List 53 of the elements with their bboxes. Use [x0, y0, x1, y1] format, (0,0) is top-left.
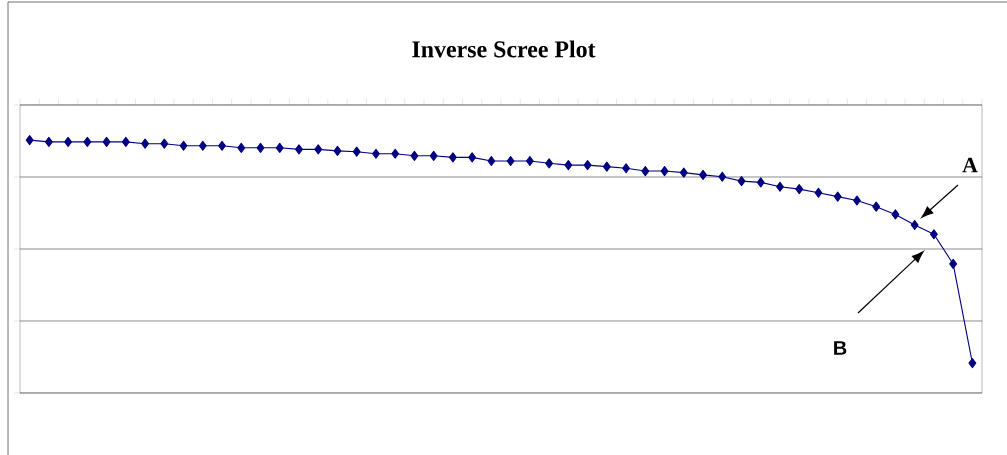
point — [910, 219, 919, 231]
point — [410, 150, 419, 161]
point — [179, 140, 188, 151]
point — [602, 161, 611, 172]
point — [237, 142, 246, 153]
point — [487, 155, 496, 167]
point — [968, 358, 977, 369]
point — [25, 135, 34, 146]
point — [622, 163, 630, 174]
point — [448, 152, 457, 163]
point — [352, 146, 361, 157]
point — [641, 166, 650, 177]
point — [525, 155, 534, 167]
point — [872, 201, 881, 212]
point — [160, 138, 169, 149]
point — [853, 195, 861, 206]
point — [506, 155, 515, 167]
point — [891, 209, 900, 220]
point — [583, 160, 592, 171]
point — [949, 258, 958, 269]
point — [44, 136, 53, 147]
point — [429, 150, 438, 161]
point — [660, 166, 669, 177]
point — [198, 140, 207, 151]
point — [372, 148, 380, 159]
point — [795, 184, 804, 195]
point — [275, 142, 284, 153]
point — [256, 142, 265, 153]
point — [218, 140, 226, 151]
point — [295, 144, 303, 155]
point — [718, 171, 727, 182]
point — [564, 160, 573, 171]
point — [737, 176, 746, 187]
point — [121, 136, 130, 147]
point — [833, 191, 842, 202]
point — [314, 144, 323, 155]
point — [776, 181, 784, 192]
point — [83, 136, 92, 147]
point — [64, 136, 73, 147]
point — [102, 136, 111, 147]
point — [545, 158, 554, 169]
annotation: B — [834, 341, 847, 355]
annotation: A — [962, 157, 978, 173]
point — [468, 152, 477, 163]
chart-title: Inverse Scree Plot — [412, 40, 596, 58]
point — [699, 169, 707, 180]
point — [814, 187, 823, 198]
point — [679, 167, 688, 178]
point — [333, 145, 342, 156]
point — [756, 177, 765, 188]
point — [929, 229, 938, 240]
point — [141, 138, 149, 149]
point — [391, 148, 400, 159]
